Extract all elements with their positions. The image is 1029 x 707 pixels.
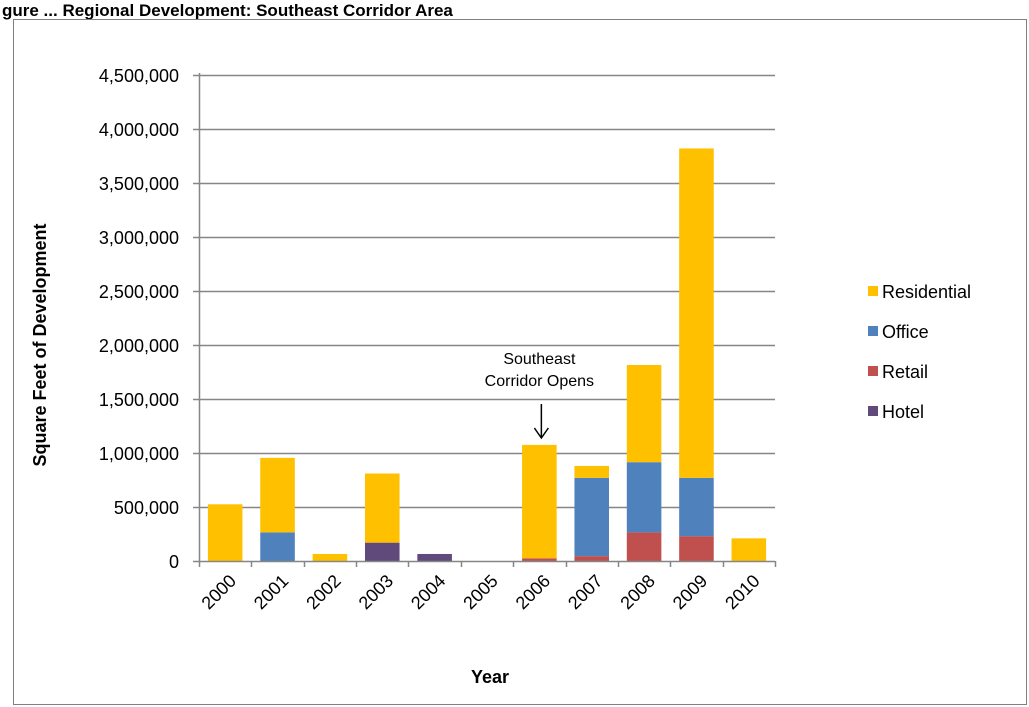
bar-segment-residential [364,473,400,543]
x-tick-label: 2007 [564,571,606,613]
x-tick-label: 2006 [512,571,554,613]
x-tick-label: 2008 [616,571,658,613]
y-tick-label: 4,000,000 [99,120,179,140]
chart-border [13,19,1027,705]
bar-segment-office [679,477,714,537]
legend: Residential Office Retail Hotel [868,282,971,422]
bar-segment-office [626,462,662,533]
y-tick-label: 500,000 [114,498,179,518]
legend-label-hotel: Hotel [882,402,924,422]
bar-segment-residential [312,553,348,561]
legend-label-residential: Residential [882,282,971,302]
x-tick-label: 2000 [198,571,240,613]
bar-segment-residential [731,538,767,561]
bar-segment-residential [207,504,243,561]
x-tick-label: 2003 [355,571,397,613]
y-tick-label: 2,500,000 [99,282,179,302]
x-tick-labels: 2000 2001 2002 2003 2004 2005 2006 2007 2008 2009… [198,571,764,613]
x-tick-label: 2010 [721,571,763,613]
gridlines [193,74,775,563]
bar-segment-retail [626,532,662,561]
y-tick-label: 3,500,000 [99,174,179,194]
bar-segment-retail [522,558,557,561]
bar-segment-residential [522,444,557,559]
bars [207,148,767,561]
annotation: Southeast Corridor Opens [485,351,594,440]
bar-segment-office [574,477,610,557]
bar-segment-residential [679,148,714,478]
y-tick-label: 2,000,000 [99,336,179,356]
annotation-text: Southeast [503,351,576,368]
y-tick-label: 0 [169,552,179,572]
legend-swatch-residential [868,286,878,296]
y-tick-label: 3,000,000 [99,228,179,248]
bar-segment-hotel [364,542,400,561]
bar-segment-office [260,532,295,561]
x-tick-label: 2002 [302,571,344,613]
y-tick-label: 1,000,000 [99,444,179,464]
bar-segment-retail [679,536,714,561]
x-tick-label: 2009 [669,571,711,613]
bar-segment-hotel [417,553,452,561]
legend-label-retail: Retail [882,362,928,382]
x-tick-label: 2001 [250,571,292,613]
annotation-text: Corridor Opens [485,373,594,390]
y-axis-title: Square Feet of Development [30,223,50,466]
bar-segment-residential [260,457,295,533]
bar-segment-residential [626,364,662,463]
legend-swatch-hotel [868,406,878,416]
y-tick-labels: 0 500,000 1,000,000 1,500,000 2,000,000 2,500… [99,66,179,572]
annotation-arrowhead [533,427,549,440]
legend-swatch-office [868,326,878,336]
bar-segment-residential [574,465,610,478]
legend-swatch-retail [868,366,878,376]
x-axis-title: Year [471,667,509,687]
x-tick-label: 2004 [407,571,449,613]
legend-label-office: Office [882,322,929,342]
chart-header: gure ... Regional Development: Southeast… [2,1,453,20]
y-tick-label: 1,500,000 [99,390,179,410]
x-tick-label: 2005 [459,571,501,613]
axes [198,73,777,567]
bar-segment-retail [574,556,610,561]
y-tick-label: 4,500,000 [99,66,179,86]
